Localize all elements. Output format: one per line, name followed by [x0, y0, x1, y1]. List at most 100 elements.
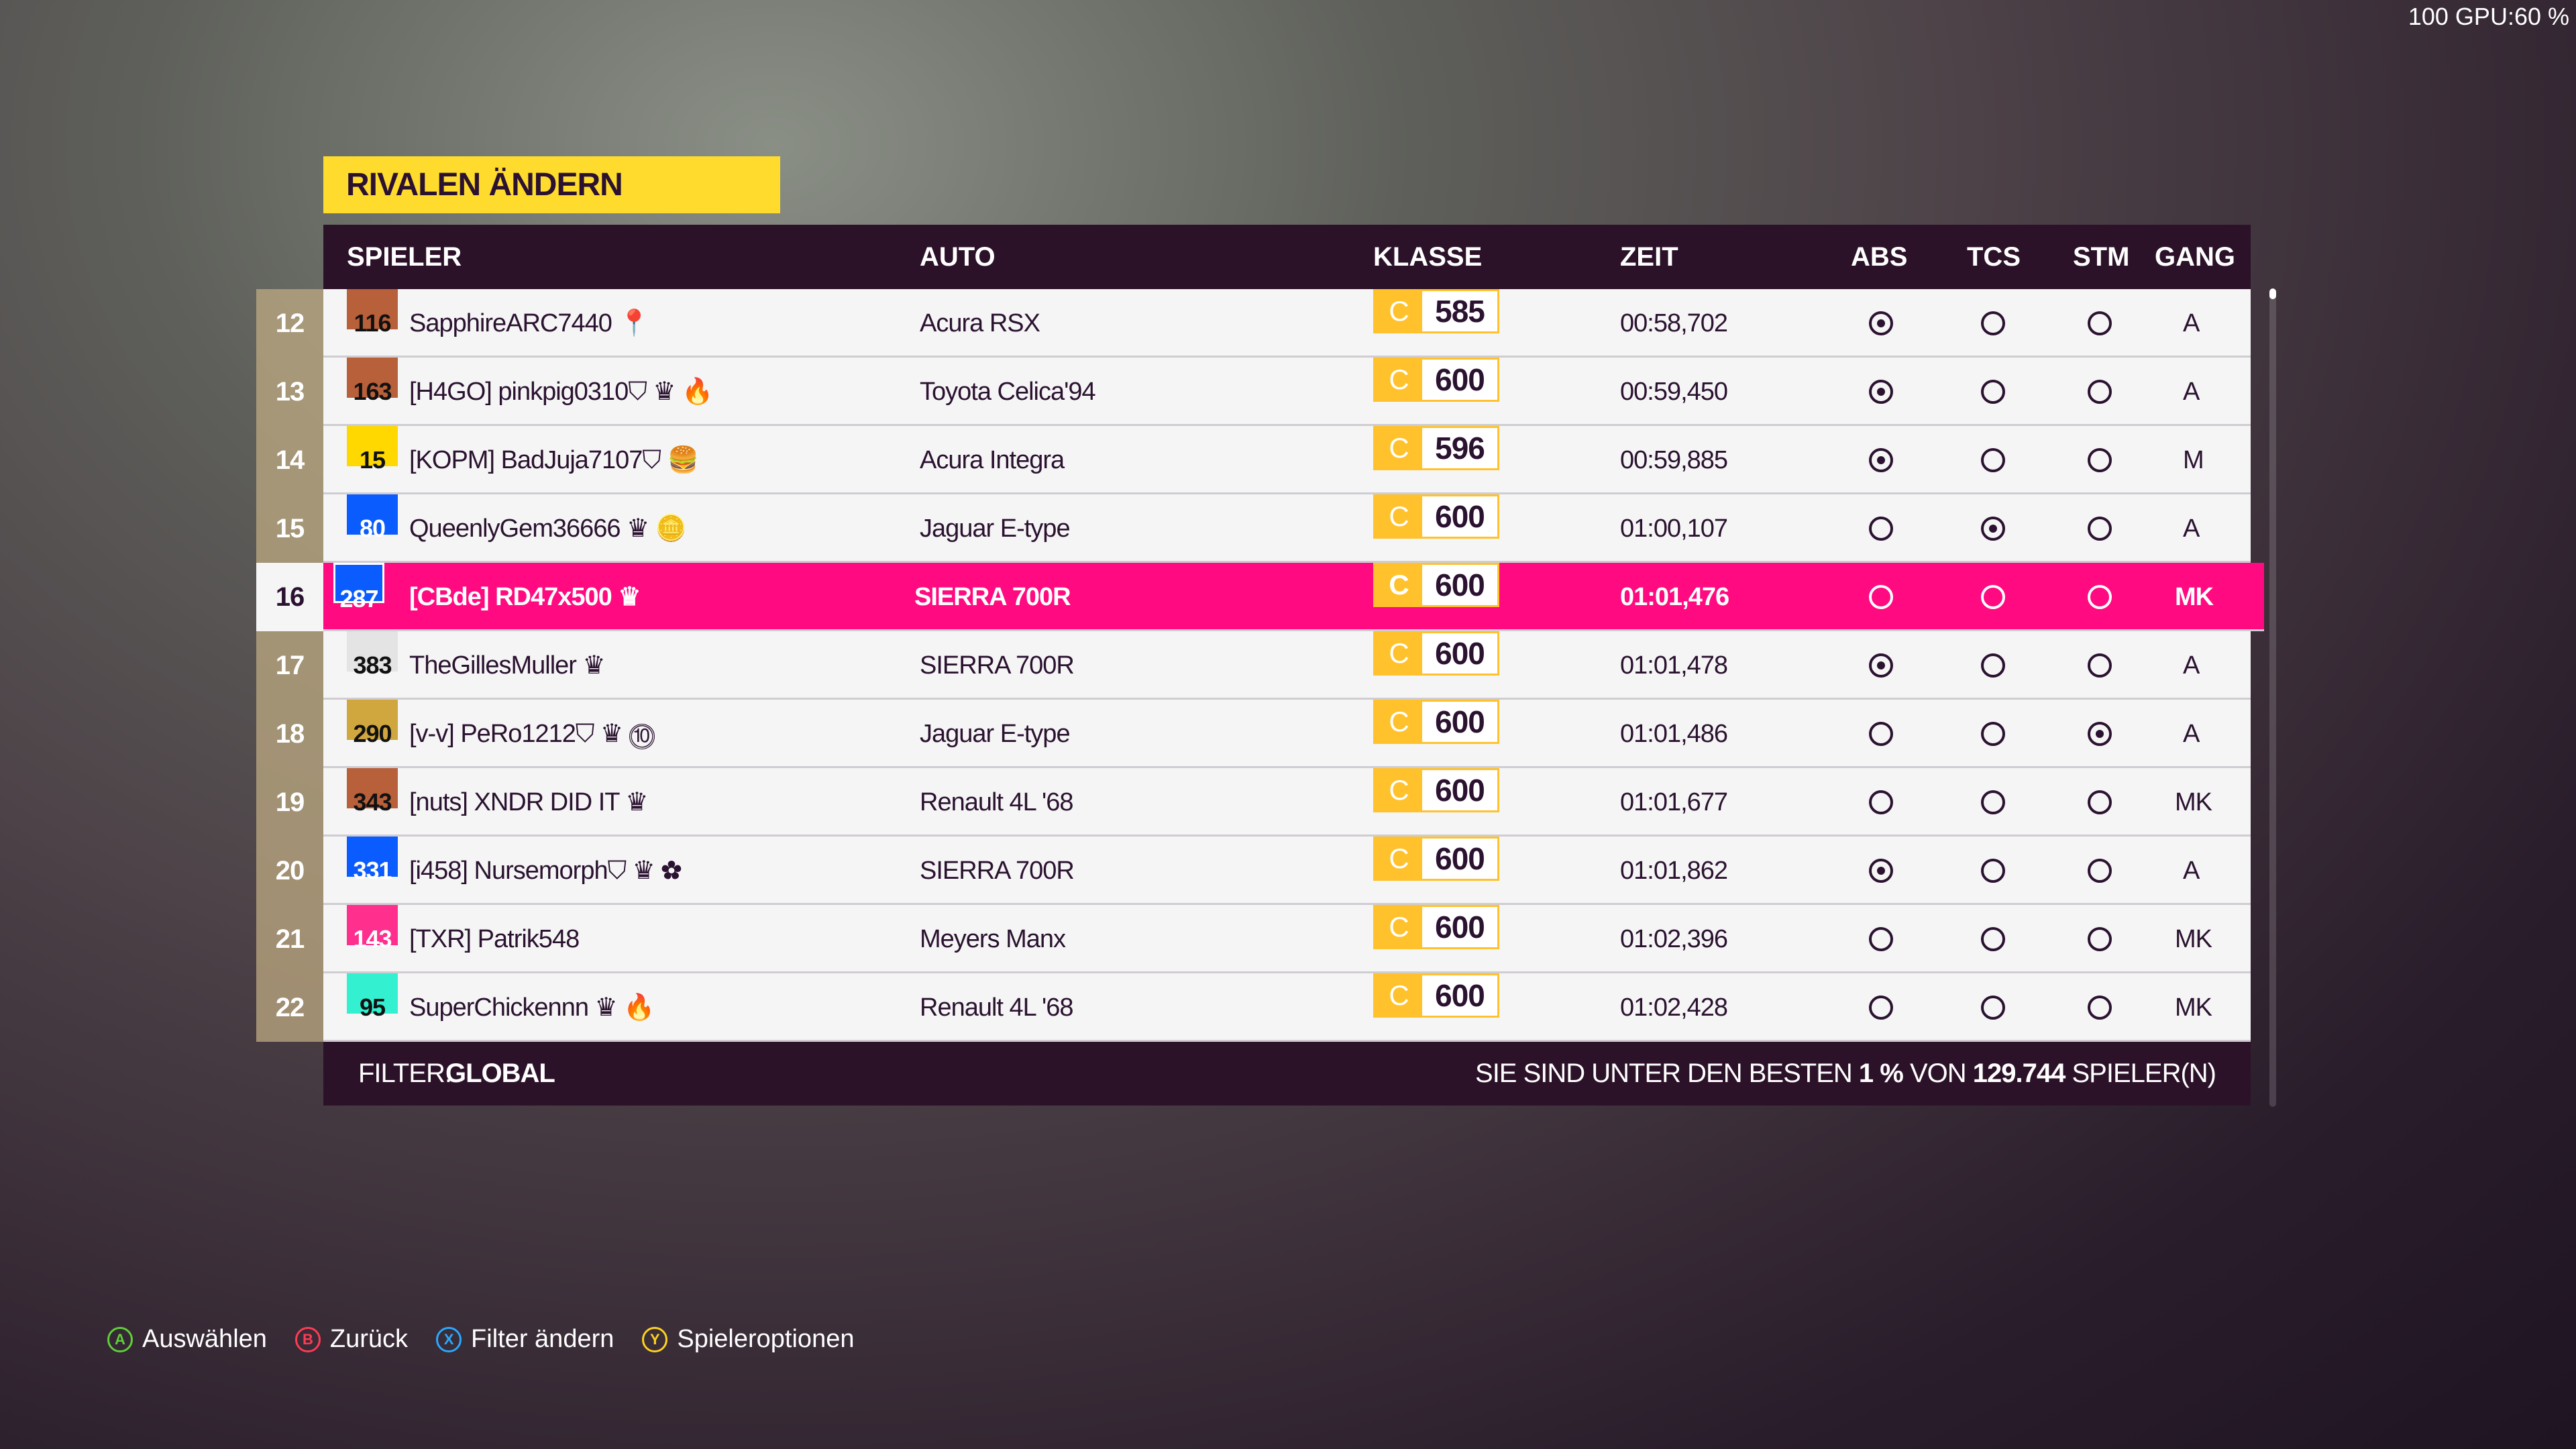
- table-row-current-player[interactable]: 16 287 [CBde] RD47x500 ♛ SIERRA 700R C 60…: [256, 563, 2264, 631]
- table-row[interactable]: 20 331 [i458] Nursemorph⛉ ♛ ✿ SIERRA 700…: [256, 837, 2251, 905]
- rank-number: 19: [256, 768, 323, 837]
- tcs-indicator: [1981, 311, 2005, 335]
- car-name: Acura Integra: [920, 446, 1065, 474]
- player-name: [v-v] PeRo1212⛉ ♛ ⓾: [409, 720, 655, 748]
- car-name: SIERRA 700R: [914, 583, 1071, 611]
- stm-indicator: [2088, 380, 2112, 404]
- class-badge: C 600: [1373, 563, 1499, 607]
- player-name: [H4GO] pinkpig0310⛉ ♛ 🔥: [409, 378, 713, 406]
- table-row[interactable]: 17 383 TheGillesMuller ♛ SIERRA 700R C 60…: [256, 631, 2251, 700]
- rank-number: 20: [256, 837, 323, 905]
- flower-icon: ✿: [661, 857, 682, 885]
- table-row[interactable]: 14 15 [KOPM] BadJuja7107⛉ 🍔 Acura Integr…: [256, 426, 2251, 494]
- column-spieler: SPIELER: [347, 242, 462, 272]
- table-row[interactable]: 18 290 [v-v] PeRo1212⛉ ♛ ⓾ Jaguar E-type…: [256, 700, 2251, 768]
- level-badge: 116: [347, 289, 398, 337]
- rank-number: 13: [256, 358, 323, 426]
- class-badge: C 600: [1373, 494, 1499, 539]
- lap-time: 01:01,862: [1620, 857, 1728, 885]
- car-name: Jaguar E-type: [920, 720, 1071, 748]
- class-badge: C 600: [1373, 973, 1499, 1018]
- column-gang: GANG: [2155, 242, 2235, 272]
- hint-y[interactable]: Y Spieleroptionen: [642, 1325, 854, 1354]
- tcs-indicator: [1981, 996, 2005, 1020]
- gear-type: A: [2183, 857, 2200, 885]
- lap-time: 01:00,107: [1620, 515, 1728, 543]
- gear-type: A: [2183, 309, 2200, 337]
- table-row[interactable]: 19 343 [nuts] XNDR DID IT ♛ Renault 4L '…: [256, 768, 2251, 837]
- abs-indicator: [1869, 380, 1893, 404]
- gear-type: A: [2183, 515, 2200, 543]
- stm-indicator: [2088, 859, 2112, 883]
- column-auto: AUTO: [920, 242, 996, 272]
- table-row[interactable]: 15 80 QueenlyGem36666 ♛ 🪙 Jaguar E-type …: [256, 494, 2251, 563]
- rank-number: 22: [256, 973, 323, 1042]
- table-footer: FILTER: GLOBAL SIE SIND UNTER DEN BESTEN…: [323, 1042, 2251, 1106]
- car-name: Meyers Manx: [920, 925, 1066, 953]
- stm-indicator: [2088, 448, 2112, 472]
- class-badge: C 600: [1373, 905, 1499, 949]
- performance-overlay: 100 GPU:60 %: [2408, 3, 2569, 30]
- table-row[interactable]: 12 116 SapphireARC7440 📍 Acura RSX C 585 …: [256, 289, 2251, 358]
- class-badge: C 600: [1373, 768, 1499, 812]
- level-badge: 95: [347, 973, 398, 1021]
- rank-number: 18: [256, 700, 323, 768]
- player-name: [nuts] XNDR DID IT ♛: [409, 788, 648, 816]
- abs-indicator: [1869, 996, 1893, 1020]
- lap-time: 01:02,396: [1620, 925, 1728, 953]
- rank-number: 12: [256, 289, 323, 358]
- flame-icon: 🔥: [623, 994, 655, 1022]
- car-name: Acura RSX: [920, 309, 1040, 337]
- tcs-indicator: [1981, 859, 2005, 883]
- gear-type: A: [2183, 720, 2200, 748]
- hint-x[interactable]: X Filter ändern: [436, 1325, 614, 1354]
- car-name: SIERRA 700R: [920, 651, 1075, 680]
- rank-number: 21: [256, 905, 323, 973]
- controller-a-button-icon: A: [107, 1326, 133, 1352]
- table-row[interactable]: 22 95 SuperChickennn ♛ 🔥 Renault 4L '68 …: [256, 973, 2251, 1042]
- lap-time: 01:01,478: [1620, 651, 1728, 680]
- lap-time: 00:59,450: [1620, 378, 1728, 406]
- tcs-indicator: [1981, 585, 2005, 609]
- tcs-indicator: [1981, 448, 2005, 472]
- level-badge: 343: [347, 768, 398, 816]
- hint-label: Filter ändern: [471, 1325, 614, 1353]
- abs-indicator: [1869, 927, 1893, 951]
- gear-type: A: [2183, 378, 2200, 406]
- filter-label: FILTER:: [358, 1059, 452, 1088]
- level-badge: 80: [347, 494, 398, 542]
- tcs-indicator: [1981, 927, 2005, 951]
- table-row[interactable]: 13 163 [H4GO] pinkpig0310⛉ ♛ 🔥 Toyota Ce…: [256, 358, 2251, 426]
- gear-type: MK: [2175, 788, 2212, 816]
- lap-time: 00:58,702: [1620, 309, 1728, 337]
- player-name: [KOPM] BadJuja7107⛉ 🍔: [409, 446, 699, 474]
- rank-number: 15: [256, 494, 323, 563]
- column-tcs: TCS: [1967, 242, 2021, 272]
- column-zeit: ZEIT: [1620, 242, 1678, 272]
- stm-indicator: [2088, 585, 2112, 609]
- stm-indicator: [2088, 653, 2112, 678]
- controller-b-button-icon: B: [294, 1326, 321, 1352]
- player-name: [TXR] Patrik548: [409, 925, 580, 953]
- level-badge: 287: [333, 563, 384, 612]
- hint-label: Spieleroptionen: [677, 1325, 855, 1353]
- stm-indicator: [2088, 722, 2112, 746]
- level-badge: 331: [347, 837, 398, 884]
- pin-badge-icon: 📍: [618, 309, 649, 337]
- hint-a[interactable]: A Auswählen: [107, 1325, 267, 1354]
- gear-type: MK: [2175, 925, 2212, 953]
- player-name: SapphireARC7440 📍: [409, 309, 650, 337]
- car-name: Jaguar E-type: [920, 515, 1071, 543]
- class-badge: C 600: [1373, 700, 1499, 744]
- lap-time: 01:01,476: [1620, 583, 1729, 611]
- player-name: TheGillesMuller ♛: [409, 651, 606, 680]
- table-row[interactable]: 21 143 [TXR] Patrik548 Meyers Manx C 600 …: [256, 905, 2251, 973]
- class-badge: C 600: [1373, 631, 1499, 676]
- lap-time: 01:02,428: [1620, 994, 1728, 1022]
- gear-type: MK: [2175, 583, 2214, 611]
- abs-indicator: [1869, 585, 1893, 609]
- scrollbar[interactable]: [2269, 288, 2276, 1107]
- hint-b[interactable]: B Zurück: [294, 1325, 408, 1354]
- gear-type: M: [2183, 446, 2204, 474]
- filter-value[interactable]: GLOBAL: [445, 1059, 555, 1088]
